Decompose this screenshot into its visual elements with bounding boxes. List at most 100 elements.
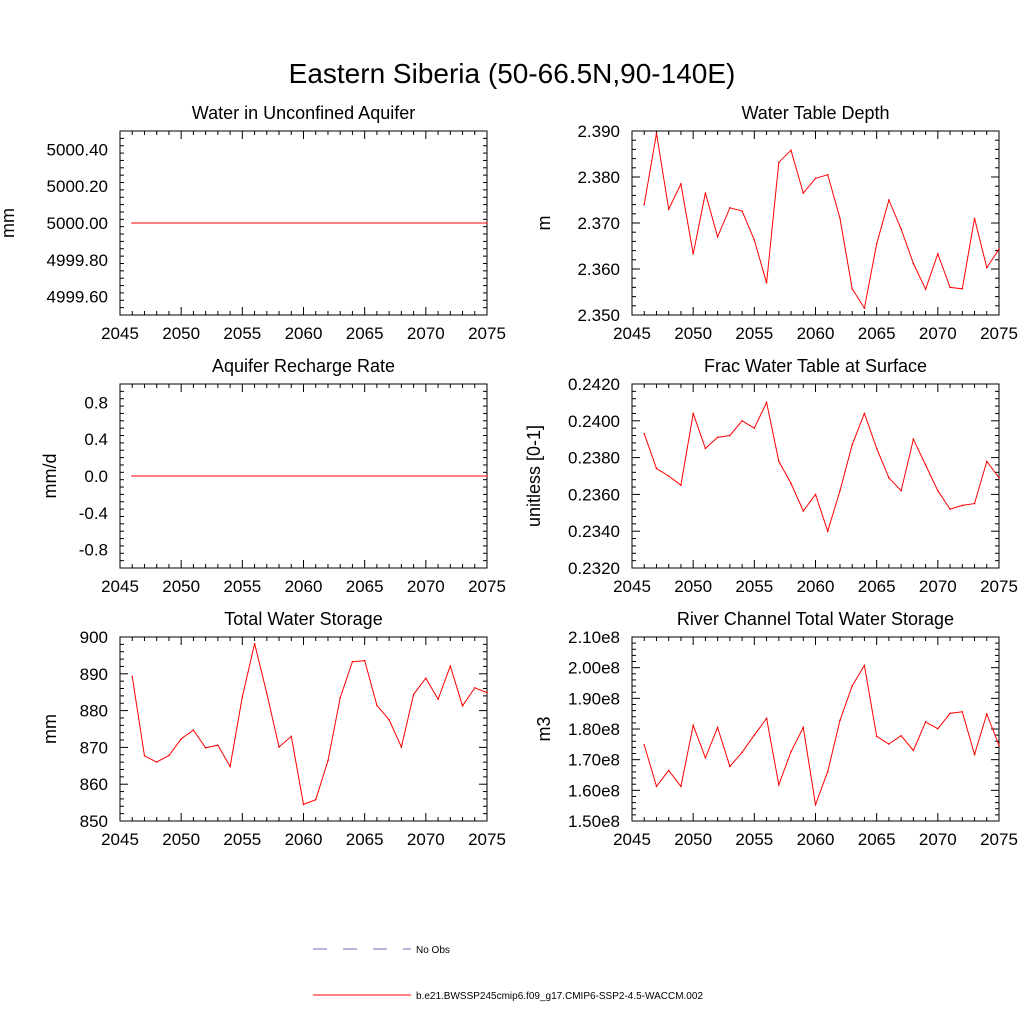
y-tick-label: 870 [80,738,108,757]
data-point [985,713,988,715]
x-tick-label: 2055 [223,324,261,343]
y-tick-label: 880 [80,702,108,721]
panel-aquifer-recharge-rate: Aquifer Recharge Rate 2045 2050 2055 2060 206… [40,356,506,596]
data-point [973,753,976,756]
y-tick-label: -0.4 [79,504,108,523]
x-tick-label: 2045 [101,577,139,596]
data-point [729,207,731,209]
y-tick-label: 0.2420 [568,375,620,394]
data-point [155,761,158,763]
data-point [839,489,841,492]
data-point [229,765,231,768]
data-point [851,443,853,446]
x-tick-label: 2065 [346,324,384,343]
data-point [716,726,719,729]
x-tick-label: 2055 [223,577,261,596]
panel-title: Water Table Depth [741,103,889,123]
data-point [863,664,866,667]
y-tick-label: 4999.80 [47,251,108,270]
data-point [961,711,964,713]
y-tick-label: 850 [80,812,108,831]
data-point [655,785,658,788]
y-tick-label: 0.2400 [568,412,620,431]
data-point [266,692,268,695]
data-point [937,727,939,730]
panel-water-in-unconfined-aquifer: Water in Unconfined Aquifer 2045 2050 2055 2… [0,103,506,343]
data-point [680,484,682,487]
x-tick-label: 2045 [613,830,651,849]
data-point [425,677,427,680]
data-point [716,236,719,238]
data-point [486,222,488,224]
data-point [765,282,768,284]
data-point [204,746,207,749]
data-point [863,307,866,309]
data-point [643,432,646,435]
x-tick-label: 2060 [797,830,835,849]
data-point [900,228,902,230]
legend: No Obs b.e21.BWSSP245cmip6.f09_g17.CMIP6… [313,945,703,1002]
y-tick-label: -0.8 [79,541,108,560]
panels: Water in Unconfined Aquifer 2045 2050 2055 2… [0,103,1018,849]
x-tick-label: 2050 [674,577,712,596]
x-tick-label: 2060 [797,577,835,596]
data-point [888,199,890,201]
data-point [900,734,902,737]
panel-total-water-storage: Total Water Storage 2045 2050 2055 2060 2065 2… [40,609,506,849]
x-tick-label: 2045 [613,324,651,343]
y-tick-label: 2.350 [577,306,620,325]
data-point [461,705,464,707]
legend-label-no-obs: No Obs [416,945,450,956]
x-tick-label: 2060 [285,830,323,849]
x-tick-label: 2065 [858,324,896,343]
data-point [778,161,780,164]
data-point [937,489,939,492]
y-tick-label: 0.2360 [568,485,620,504]
y-axis-label: mm [40,714,60,744]
data-point [802,726,805,729]
y-axis-label: unitless [0-1] [524,425,544,527]
y-axis-label: m3 [534,716,554,741]
data-point [778,460,780,463]
x-tick-label: 2075 [468,577,506,596]
data-point [253,642,256,645]
plot-frame [631,636,1000,822]
data-point [790,750,792,753]
y-tick-label: 0.2320 [568,559,620,578]
x-tick-label: 2070 [919,324,957,343]
y-axis-label: mm [0,208,18,238]
data-point [388,719,390,721]
x-tick-label: 2065 [858,577,896,596]
data-point [437,698,439,700]
data-point [912,749,915,752]
data-point [143,755,146,757]
panel-water-table-depth: Water Table Depth 2045 2050 2055 2060 2065 207… [534,103,1018,343]
data-point [741,420,743,422]
data-point [217,744,219,746]
x-tick-label: 2055 [735,577,773,596]
data-point [900,489,902,492]
data-point [692,724,694,727]
data-point [704,192,707,194]
data-point [802,192,805,194]
data-point [192,729,195,731]
x-tick-label: 2060 [797,324,835,343]
data-point [814,177,817,180]
data-point [667,769,670,772]
data-point [716,436,719,439]
x-tick-label: 2070 [919,830,957,849]
plot-frame [119,636,488,822]
data-point [680,785,682,788]
data-point [949,286,951,289]
data-point [998,477,1000,479]
data-point [643,203,646,206]
x-tick-label: 2075 [980,577,1018,596]
panel-frac-water-table-at-surface: Frac Water Table at Surface 2045 2050 2055 2… [524,356,1018,596]
data-point [888,743,890,745]
data-point [327,759,329,762]
data-point [998,744,1000,747]
data-point [667,475,670,477]
y-tick-label: 1.90e8 [568,689,620,708]
data-point [985,266,988,269]
